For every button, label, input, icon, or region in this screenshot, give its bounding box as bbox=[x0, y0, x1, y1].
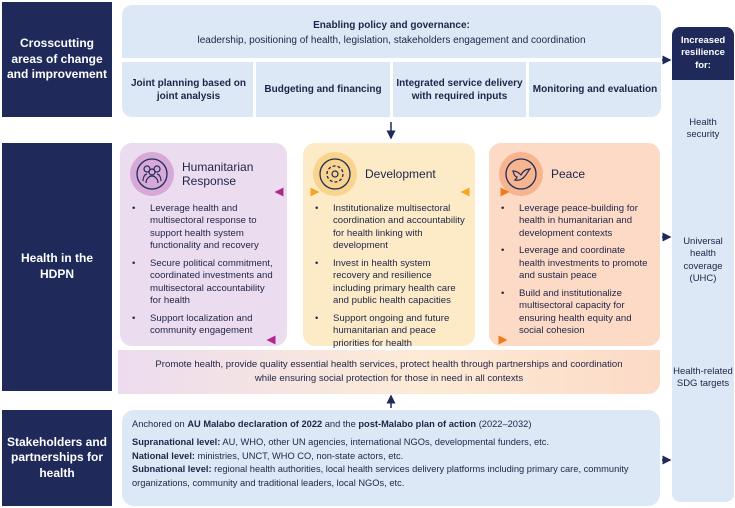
anchor-text: Anchored on AU Malabo declaration of 202… bbox=[132, 419, 532, 429]
governance-title: Enabling policy and governance: bbox=[313, 20, 470, 31]
governance-header: Enabling policy and governance: leadersh… bbox=[122, 8, 661, 58]
governance-text: leadership, positioning of health, legis… bbox=[197, 35, 586, 46]
item-budgeting: Budgeting and financing bbox=[264, 84, 382, 95]
bullet: Secure political commitment, coordinated… bbox=[130, 258, 277, 308]
bullet: Support ongoing and future humanitarian … bbox=[313, 313, 465, 350]
item-monitoring: Monitoring and evaluation bbox=[532, 84, 658, 95]
pillar-title: Development bbox=[365, 166, 436, 181]
pillar-humanitarian: Humanitarian Response Leverage health an… bbox=[120, 143, 287, 346]
promote-band: Promote health, provide quality essentia… bbox=[118, 350, 660, 394]
bullet: Support localization and community engag… bbox=[130, 313, 277, 338]
dove-icon bbox=[499, 152, 543, 196]
pillar-peace: Peace Leverage peace-building for health… bbox=[489, 143, 660, 346]
bullet: Institutionalize multisectoral coordinat… bbox=[313, 203, 465, 253]
label-crosscutting: Crosscutting areas of change and improve… bbox=[2, 2, 112, 117]
bullet: Build and institutionalize multisectoral… bbox=[499, 288, 650, 338]
item-service-delivery: Integrated service delivery with require… bbox=[396, 77, 523, 102]
resilience-sdg: Health-related SDG targets bbox=[673, 366, 733, 390]
pillar-title: Peace bbox=[551, 166, 586, 181]
resilience-header: Increased resilience for: bbox=[672, 27, 734, 80]
bullet: Leverage health and multisectoral respon… bbox=[130, 203, 277, 253]
stakeholders-panel: Anchored on AU Malabo declaration of 202… bbox=[122, 410, 660, 506]
bullet: Invest in health system recovery and res… bbox=[313, 258, 465, 308]
level-national: National level: ministries, UNCT, WHO CO… bbox=[132, 450, 404, 461]
resilience-health-security: Health security bbox=[686, 117, 720, 141]
bullet: Leverage peace-building for health in hu… bbox=[499, 203, 650, 240]
level-supranational: Supranational level: AU, WHO, other UN a… bbox=[132, 437, 549, 448]
bullet: Leverage and coordinate health investmen… bbox=[499, 245, 650, 282]
level-subnational: Subnational level: regional health autho… bbox=[132, 464, 629, 488]
people-group-icon bbox=[130, 152, 174, 196]
label-stakeholders: Stakeholders and partnerships for health bbox=[2, 410, 112, 506]
label-hdpn: Health in the HDPN bbox=[2, 143, 112, 391]
resilience-column bbox=[672, 27, 734, 502]
pillar-development: Development Institutionalize multisector… bbox=[303, 143, 475, 349]
item-joint-planning: Joint planning based on joint analysis bbox=[131, 77, 246, 102]
gear-icon bbox=[313, 152, 357, 196]
pillar-title: Humanitarian Response bbox=[182, 159, 254, 188]
resilience-uhc: Universal health coverage (UHC) bbox=[683, 236, 723, 285]
